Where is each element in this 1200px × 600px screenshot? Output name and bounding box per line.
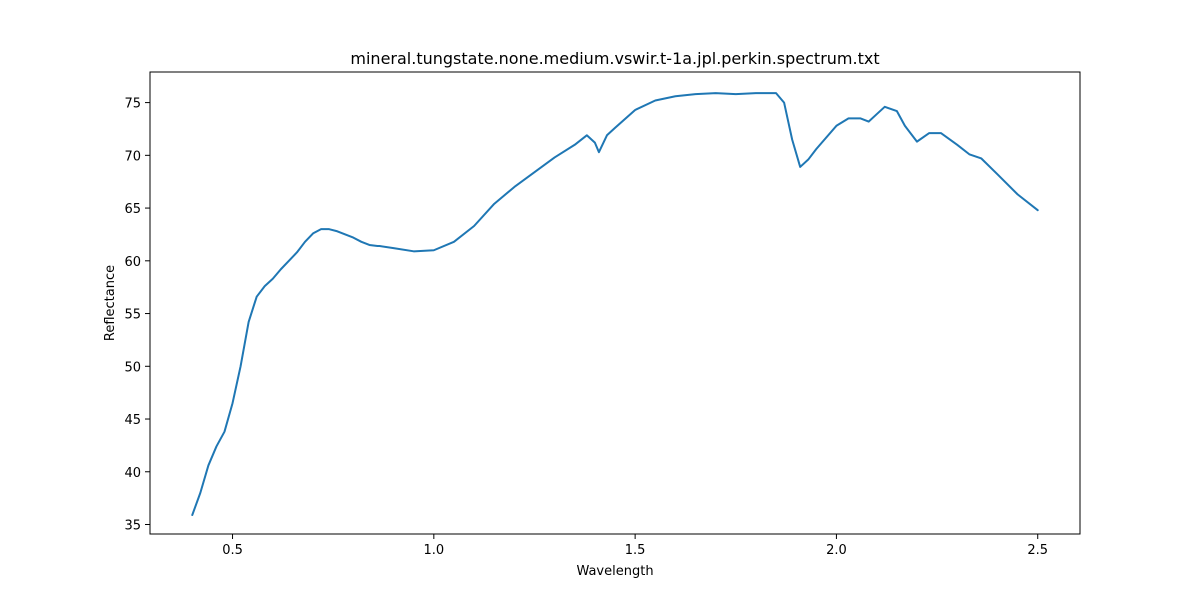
y-tick-label: 40 — [124, 466, 141, 481]
y-tick-label: 55 — [124, 308, 141, 323]
y-axis-label: Reflectance — [103, 265, 118, 341]
y-tick-label: 65 — [124, 202, 141, 217]
series-line — [191, 92, 1039, 517]
plot-area — [149, 71, 1081, 535]
y-tick-label: 70 — [124, 149, 141, 164]
y-tick-label: 60 — [124, 255, 141, 270]
y-tick-label: 75 — [124, 97, 141, 112]
x-tick-label: 2.5 — [1027, 543, 1048, 558]
y-axis-ticks: 35 40 45 50 55 60 65 70 75 — [124, 97, 150, 534]
x-tick-label: 0.5 — [222, 543, 243, 558]
chart-title: mineral.tungstate.none.medium.vswir.t-1a… — [350, 49, 879, 68]
y-tick-label: 45 — [124, 413, 141, 428]
x-tick-label: 2.0 — [826, 543, 847, 558]
y-tick-label: 35 — [124, 519, 141, 534]
x-tick-label: 1.5 — [625, 543, 646, 558]
x-axis-label: Wavelength — [576, 564, 653, 579]
x-axis-ticks: 0.5 1.0 1.5 2.0 2.5 — [222, 534, 1048, 558]
y-tick-label: 50 — [124, 360, 141, 375]
axes-frame — [149, 71, 1081, 535]
x-tick-label: 1.0 — [423, 543, 444, 558]
